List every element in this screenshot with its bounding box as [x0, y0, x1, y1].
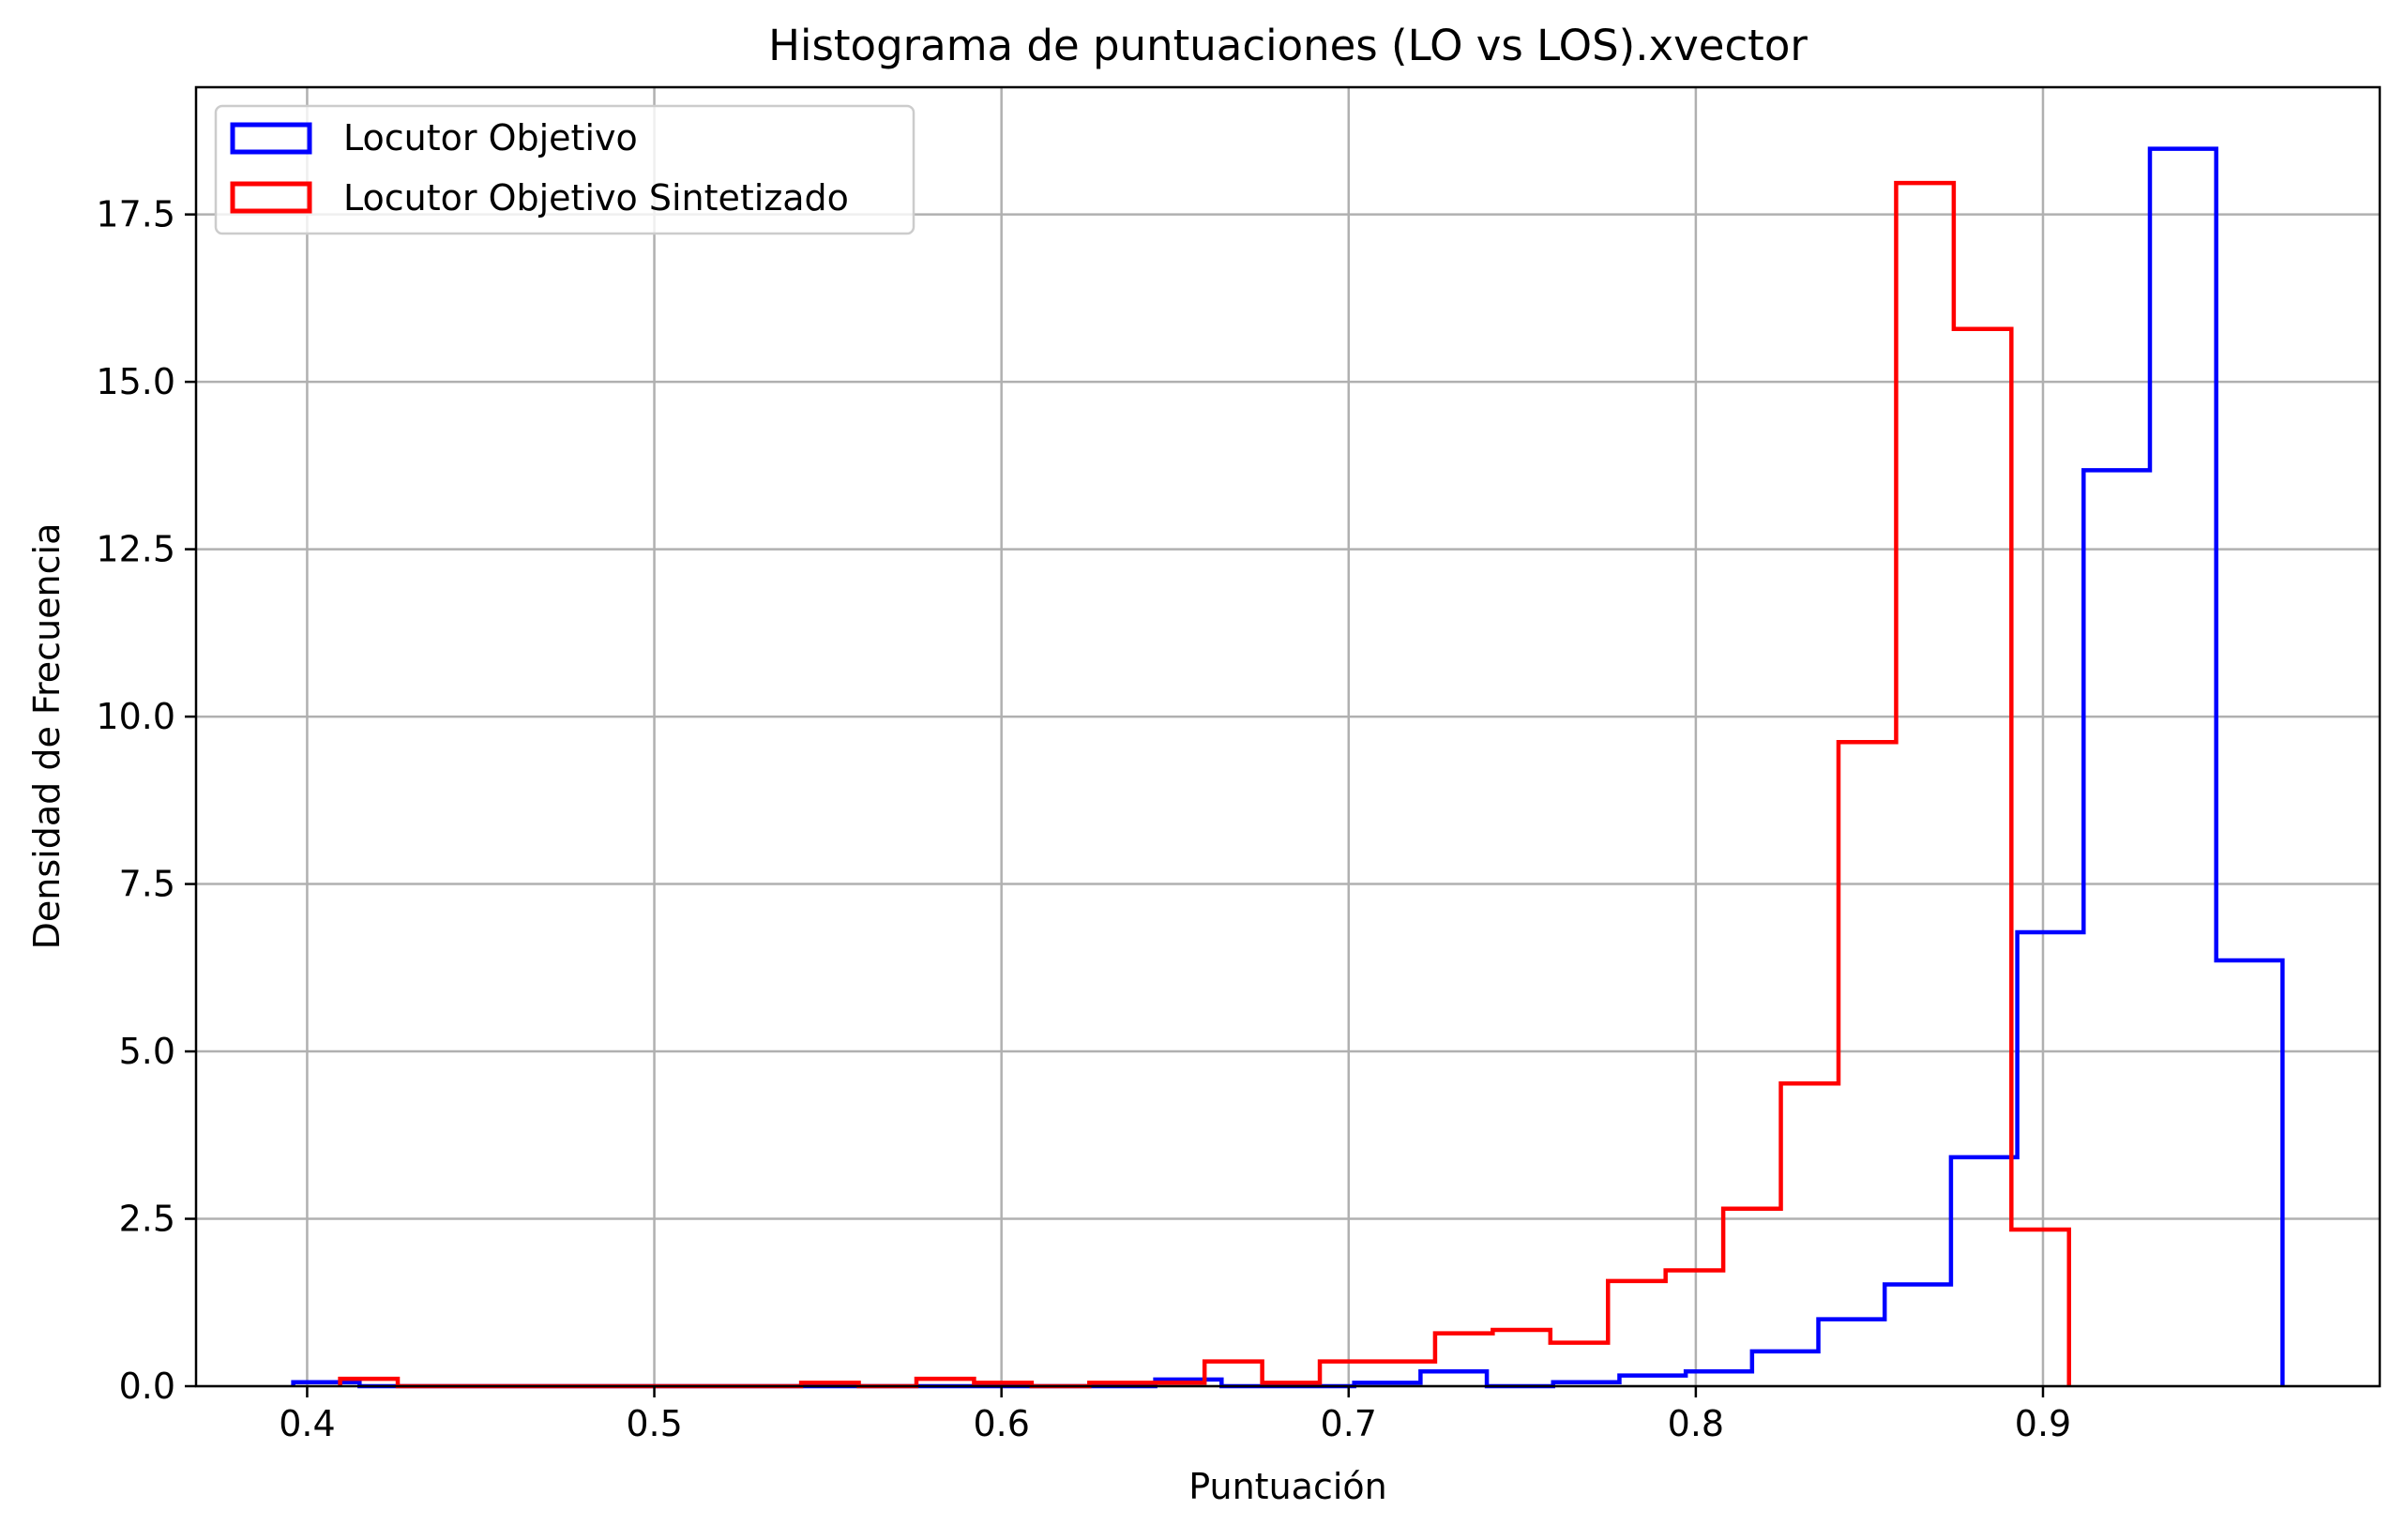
legend-label-locutor-objetivo: Locutor Objetivo	[343, 117, 638, 159]
histogram-series-locutor-objetivo	[291, 146, 2285, 1389]
histogram-series-locutor-objetivo-sintetizado	[338, 180, 2071, 1389]
legend-label-locutor-objetivo-sintetizado: Locutor Objetivo Sintetizado	[343, 177, 849, 219]
plot-series	[291, 146, 2285, 1389]
y-tick-label: 15.0	[96, 361, 175, 402]
x-tick-label: 0.6	[973, 1403, 1029, 1444]
x-tick-label: 0.8	[1668, 1403, 1724, 1444]
x-tick-label: 0.5	[626, 1403, 682, 1444]
x-tick-label: 0.7	[1321, 1403, 1377, 1444]
x-axis-ticks: 0.4 0.5 0.6 0.7 0.8 0.9	[279, 1386, 2071, 1444]
grid-lines	[196, 87, 2380, 1388]
y-tick-label: 17.5	[96, 194, 175, 235]
y-axis-label: Densidad de Frecuencia	[26, 523, 68, 950]
x-tick-label: 0.9	[2015, 1403, 2071, 1444]
y-tick-label: 0.0	[119, 1366, 175, 1407]
x-axis-label: Puntuación	[1188, 1466, 1386, 1507]
chart-title: Histograma de puntuaciones (LO vs LOS).x…	[768, 21, 1808, 70]
y-tick-label: 12.5	[96, 529, 175, 570]
x-tick-label: 0.4	[279, 1403, 335, 1444]
y-tick-label: 7.5	[119, 864, 175, 905]
y-axis-ticks: 0.0 2.5 5.0 7.5 10.0 12.5 15.0 17.5	[96, 194, 196, 1407]
y-tick-label: 10.0	[96, 696, 175, 737]
y-tick-label: 5.0	[119, 1031, 175, 1072]
legend: Locutor Objetivo Locutor Objetivo Sintet…	[214, 104, 915, 235]
legend-frame	[214, 104, 915, 235]
legend-swatch-locutor-objetivo	[230, 122, 312, 155]
plot-area-frame	[194, 85, 2382, 1388]
legend-swatch-locutor-objetivo-sintetizado	[230, 181, 312, 214]
y-tick-label: 2.5	[119, 1199, 175, 1240]
